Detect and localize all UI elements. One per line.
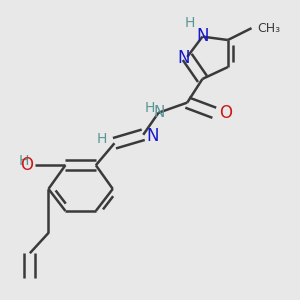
Text: O: O	[20, 156, 33, 174]
Text: N: N	[177, 49, 190, 67]
Text: CH₃: CH₃	[258, 22, 281, 35]
Text: N: N	[196, 27, 209, 45]
Text: N: N	[146, 127, 158, 145]
Text: N: N	[154, 105, 165, 120]
Text: H: H	[145, 101, 155, 116]
Text: H: H	[96, 132, 107, 146]
Text: H: H	[185, 16, 195, 30]
Text: O: O	[219, 104, 232, 122]
Text: H: H	[19, 154, 29, 168]
